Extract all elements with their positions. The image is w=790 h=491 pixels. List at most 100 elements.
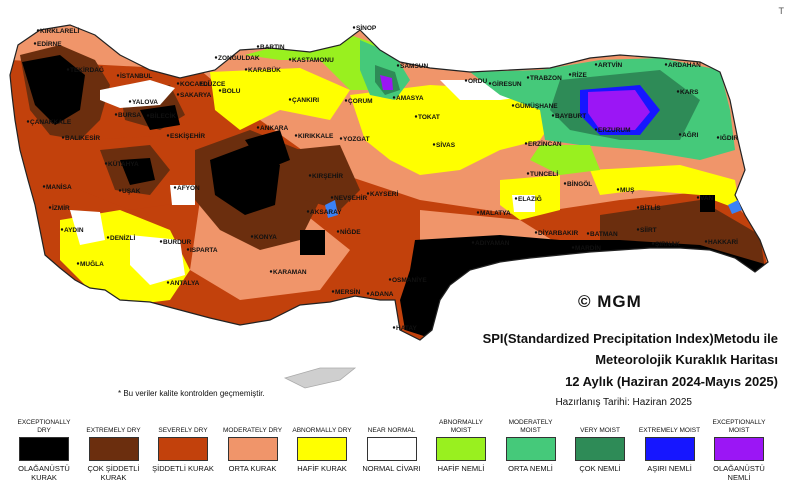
city-afyon: AFYON (177, 185, 200, 192)
map-title-line1: SPI(Standardized Precipitation Index)Met… (482, 331, 778, 346)
city-dot-icon (176, 93, 180, 96)
city-dot-icon (114, 113, 118, 116)
city-dot-icon (146, 114, 150, 117)
city-kars: KARS (680, 89, 699, 96)
legend-label-tr: HAFİF KURAK (297, 464, 347, 473)
city-mugla: MUĞLA (80, 259, 104, 268)
drought-map: KIRKLARELİ EDİRNE İSTANBUL TEKİRDAĞ ÇANA… (9, 24, 769, 389)
city-bingol: BİNGÖL (567, 179, 592, 188)
city-dot-icon (636, 228, 640, 231)
legend-swatch (158, 437, 208, 461)
city-bitlis: BİTLİS (640, 204, 661, 212)
city-dot-icon (651, 242, 655, 245)
city-dot-icon (339, 137, 343, 140)
legend-item: VERY MOIST ÇOK NEMLİ (568, 417, 632, 473)
city-dot-icon (636, 206, 640, 209)
legend-item: MODERATELY MOIST ORTA NEMLİ (499, 417, 563, 473)
city-dot-icon (568, 73, 572, 76)
legend-swatch (19, 437, 69, 461)
city-sivas: SİVAS (436, 141, 456, 149)
city-dot-icon (244, 68, 248, 71)
city-dot-icon (186, 248, 190, 251)
city-zonguldak: ZONGULDAK (218, 55, 260, 62)
city-antalya: ANTALYA (170, 280, 200, 287)
city-dot-icon (76, 262, 80, 265)
city-dot-icon (61, 136, 65, 139)
city-dot-icon (476, 211, 480, 214)
map-title-line3: 12 Aylık (Haziran 2024-Mayıs 2025) (565, 374, 778, 389)
city-izmir: İZMİR (52, 204, 70, 212)
city-dot-icon (571, 246, 575, 249)
city-dot-icon (199, 82, 203, 85)
city-osmaniye: OSMANİYE (392, 276, 427, 284)
city-dot-icon (116, 74, 120, 77)
city-denizli: DENİZLİ (110, 234, 135, 242)
city-edirne: EDİRNE (37, 40, 62, 48)
city-dot-icon (256, 45, 260, 48)
city-yalova: YALOVA (132, 99, 158, 106)
legend-item: MODERATELY DRY ORTA KURAK (221, 417, 285, 473)
city-corum: ÇORUM (348, 98, 373, 105)
quality-note: * Bu veriler kalite kontrolden geçmemişt… (118, 389, 265, 398)
city-dot-icon (60, 228, 64, 231)
legend-swatch (227, 437, 278, 461)
city-dot-icon (594, 128, 598, 131)
city-dot-icon (306, 210, 310, 213)
city-dot-icon (331, 290, 335, 293)
city-dot-icon (534, 231, 538, 234)
legend-label-en: ABNORMALLY MOIST (439, 419, 483, 434)
legend-label-en: MODERATELY MOIST (508, 419, 553, 434)
legend-item: EXCEPTIONALLY DRY OLAĞANÜSTÜ KURAK (12, 417, 76, 482)
city-dot-icon (526, 172, 530, 175)
city-sakarya: SAKARYA (180, 92, 212, 99)
city-amasya: AMASYA (396, 95, 424, 102)
city-dot-icon (128, 100, 132, 103)
city-kastamonu: KASTAMONU (292, 57, 334, 64)
legend-label-en: ABNORMALLY DRY (292, 427, 352, 434)
city-mardin: MARDİN (575, 244, 601, 252)
city-canakkale: ÇANAKKALE (30, 119, 72, 126)
legend-label-tr: ORTA KURAK (228, 464, 277, 473)
city-dot-icon (704, 240, 708, 243)
city-mersin: MERSİN (335, 288, 361, 296)
city-kirikkale: KIRIKKALE (298, 133, 334, 140)
city-istanbul: İSTANBUL (120, 72, 152, 80)
city-eskisehir: ESKİŞEHİR (170, 132, 205, 140)
city-dot-icon (308, 174, 312, 177)
city-adana: ADANA (370, 291, 394, 298)
legend-label-en: EXCEPTIONALLY DRY (17, 419, 71, 434)
city-aydin: AYDIN (64, 227, 84, 234)
city-erzurum: ERZURUM (598, 127, 631, 134)
city-giresun: GİRESUN (492, 80, 522, 88)
city-dot-icon (392, 326, 396, 329)
city-dot-icon (269, 270, 273, 273)
city-dot-icon (330, 196, 334, 199)
city-dot-icon (716, 136, 720, 139)
city-dot-icon (488, 82, 492, 85)
legend-swatch (88, 437, 139, 461)
legend-label-tr: ÇOK NEMLİ (579, 464, 621, 473)
city-dot-icon (336, 230, 340, 233)
city-balikesir: BALIKESİR (65, 134, 100, 142)
city-siirt: SİİRT (640, 226, 657, 234)
legend-label-tr: ÇOK ŞİDDETLİ KURAK (87, 464, 140, 482)
lake-van-icon (728, 200, 742, 214)
city-dot-icon (432, 143, 436, 146)
city-dot-icon (594, 63, 598, 66)
legend-label-tr: ORTA NEMLİ (508, 464, 553, 473)
city-mus: MUŞ (620, 187, 635, 194)
map-title-line2: Meteorolojik Kuraklık Haritası (595, 352, 778, 367)
legend-label-tr: OLAĞANÜSTÜ NEMLİ (713, 464, 765, 482)
legend-label-tr: HAFİF NEMLİ (437, 464, 485, 473)
legend-label-tr: ŞİDDETLİ KURAK (152, 464, 214, 473)
city-dot-icon (33, 42, 37, 45)
city-bolu: BOLU (222, 88, 241, 95)
legend: EXCEPTIONALLY DRY OLAĞANÜSTÜ KURAK EXTREME… (12, 417, 780, 489)
city-cankiri: ÇANKIRI (292, 97, 319, 104)
city-ordu: ORDU (468, 78, 487, 85)
city-dot-icon (414, 115, 418, 118)
city-dot-icon (176, 82, 180, 85)
city-dot-icon (616, 188, 620, 191)
city-bartin: BARTIN (260, 44, 285, 51)
city-gumushane: GÜMÜŞHANE (515, 101, 558, 110)
